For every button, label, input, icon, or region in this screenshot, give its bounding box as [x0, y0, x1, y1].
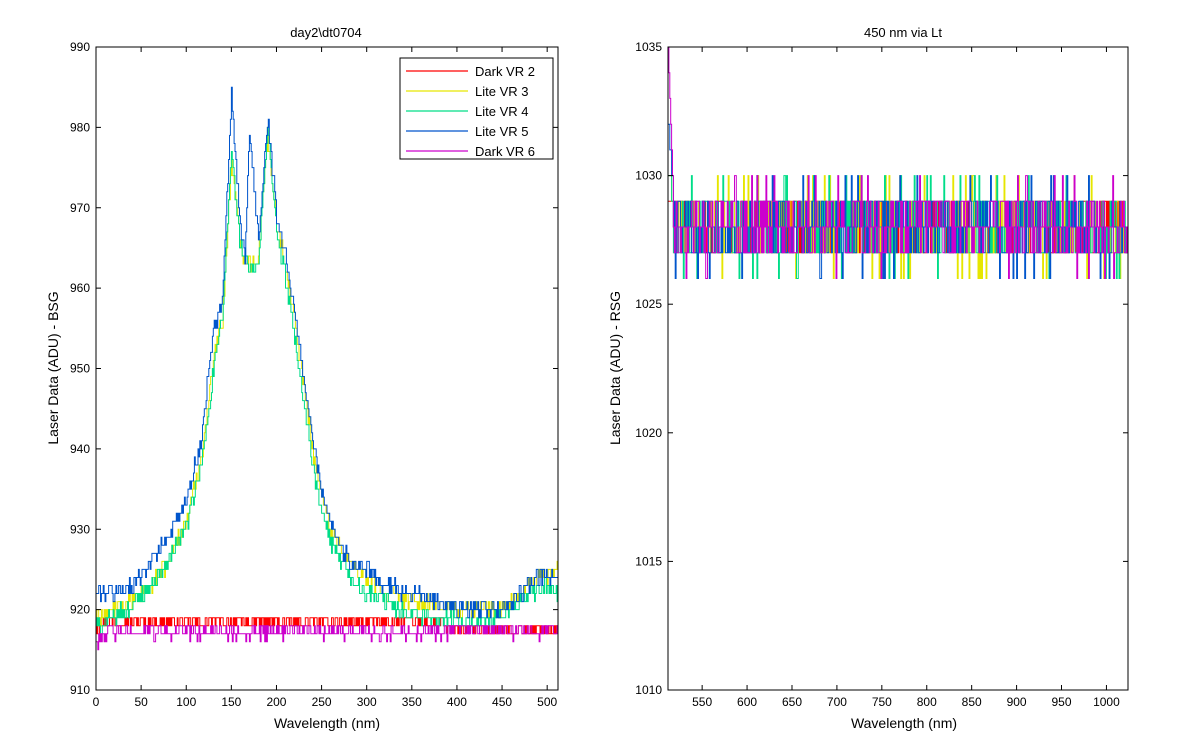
left-y-tick-label: 920 — [70, 603, 90, 617]
legend-items: Dark VR 2 Lite VR 3 Lite VR 4 Lite VR 5 Dark… — [406, 64, 535, 159]
right-y-tick-label: 1030 — [635, 169, 662, 183]
right-chart-title: 450 nm via Lt — [864, 25, 942, 40]
right-x-tick-label: 700 — [827, 695, 847, 709]
right-x-tick-label: 1000 — [1093, 695, 1120, 709]
left-series-line-3 — [96, 126, 559, 635]
left-series-line-2 — [96, 126, 559, 627]
right-x-axis-label: Wavelength (nm) — [851, 715, 957, 731]
right-y-tick-label: 1035 — [635, 40, 662, 54]
right-y-tick-label: 1010 — [635, 683, 662, 697]
left-x-tick-label: 100 — [176, 695, 196, 709]
right-series-line-4 — [668, 123, 1129, 279]
right-chart: 450 nm via Lt 550 600 650 700 750 800 850 900 95… — [607, 25, 1129, 731]
right-plot-frame — [667, 46, 1129, 691]
left-x-tick-label: 200 — [266, 695, 286, 709]
right-x-tick-label: 850 — [962, 695, 982, 709]
right-x-tick-label: 650 — [782, 695, 802, 709]
legend-label-1: Dark VR 2 — [475, 64, 535, 79]
right-x-tick-label: 900 — [1007, 695, 1027, 709]
right-y-axis-label: Laser Data (ADU) - RSG — [607, 291, 623, 445]
right-series-group — [668, 46, 1129, 279]
left-series-line-5 — [96, 625, 559, 651]
right-x-tick-label: 750 — [872, 695, 892, 709]
right-y-axis: 1010 1015 1020 1025 1030 1035 — [635, 40, 1128, 697]
left-y-tick-label: 930 — [70, 522, 90, 536]
left-series-group — [96, 86, 559, 651]
left-x-tick-label: 350 — [402, 695, 422, 709]
left-x-tick-label: 250 — [312, 695, 332, 709]
left-x-tick-label: 0 — [93, 695, 100, 709]
left-x-axis-label: Wavelength (nm) — [274, 715, 380, 731]
left-x-axis: 0 50 100 150 200 250 300 350 400 450 500 — [93, 47, 558, 709]
legend-label-5: Dark VR 6 — [475, 144, 535, 159]
left-x-tick-label: 300 — [357, 695, 377, 709]
right-y-tick-label: 1025 — [635, 297, 662, 311]
left-x-tick-label: 50 — [134, 695, 148, 709]
left-y-tick-label: 950 — [70, 362, 90, 376]
left-y-tick-label: 980 — [70, 120, 90, 134]
right-y-tick-label: 1020 — [635, 426, 662, 440]
left-x-tick-label: 450 — [492, 695, 512, 709]
right-x-tick-label: 600 — [737, 695, 757, 709]
right-x-tick-label: 950 — [1052, 695, 1072, 709]
legend-label-4: Lite VR 5 — [475, 124, 528, 139]
right-x-tick-label: 800 — [917, 695, 937, 709]
left-y-tick-label: 940 — [70, 442, 90, 456]
left-y-axis-label: Laser Data (ADU) - BSG — [45, 291, 61, 444]
right-x-axis: 550 600 650 700 750 800 850 900 950 1000 — [692, 47, 1120, 709]
left-x-tick-label: 500 — [537, 695, 557, 709]
legend-label-3: Lite VR 4 — [475, 104, 528, 119]
left-y-tick-label: 970 — [70, 201, 90, 215]
legend: Dark VR 2 Lite VR 3 Lite VR 4 Lite VR 5 Dark… — [399, 57, 554, 160]
left-chart: day2\dt0704 0 50 100 150 200 250 300 350 400 450 5… — [45, 25, 559, 731]
legend-box — [399, 57, 554, 160]
legend-label-2: Lite VR 3 — [475, 84, 528, 99]
left-series-line-4 — [96, 86, 559, 619]
left-x-tick-label: 150 — [221, 695, 241, 709]
left-x-tick-label: 400 — [447, 695, 467, 709]
left-y-tick-label: 960 — [70, 281, 90, 295]
left-y-tick-label: 910 — [70, 683, 90, 697]
right-x-tick-label: 550 — [692, 695, 712, 709]
right-series-line-5 — [668, 46, 1129, 279]
right-y-tick-label: 1015 — [635, 554, 662, 568]
left-y-axis: 910 920 930 940 950 960 970 980 990 — [70, 40, 558, 697]
left-chart-title: day2\dt0704 — [290, 25, 362, 40]
left-y-tick-label: 990 — [70, 40, 90, 54]
